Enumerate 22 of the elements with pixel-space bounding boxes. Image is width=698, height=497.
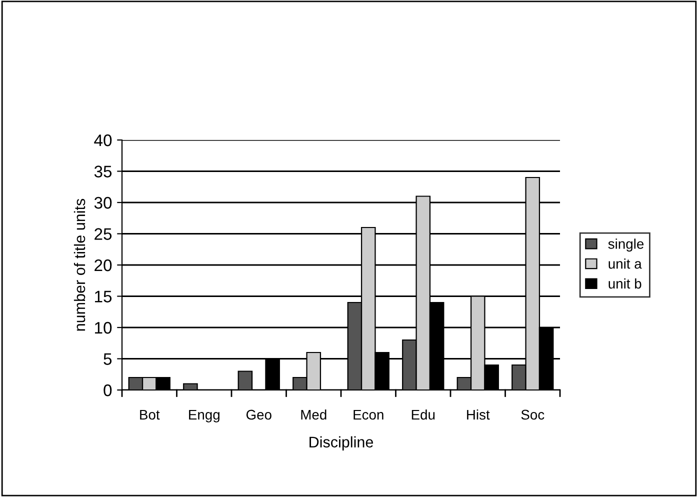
- x-tick-label: Hist: [467, 409, 490, 420]
- x-tick-label: Bot: [140, 410, 160, 420]
- legend-label: unit b: [608, 278, 642, 289]
- y-tick-label: 30: [94, 196, 112, 209]
- x-tick-label: Soc: [521, 410, 544, 420]
- y-tick-label: 25: [94, 228, 112, 240]
- y-tick-label: 40: [94, 134, 112, 146]
- x-tick-label: Engg: [189, 410, 220, 422]
- x-tick-label: Edu: [412, 409, 435, 420]
- x-axis-title: Discipline: [310, 436, 374, 451]
- y-tick-label: 5: [104, 353, 112, 365]
- y-tick-label: 35: [94, 166, 112, 178]
- y-tick-label: 0: [104, 384, 112, 396]
- y-tick-label: 20: [94, 259, 112, 272]
- y-tick-label: 15: [95, 290, 112, 302]
- y-axis-title: number of title units: [74, 198, 86, 331]
- legend-label: unit a: [608, 258, 642, 269]
- legend-label: single: [608, 238, 644, 252]
- x-tick-label: Med: [301, 409, 326, 420]
- y-tick-label: 10: [95, 322, 112, 334]
- x-tick-label: Geo: [246, 410, 272, 420]
- x-tick-label: Econ: [354, 410, 384, 420]
